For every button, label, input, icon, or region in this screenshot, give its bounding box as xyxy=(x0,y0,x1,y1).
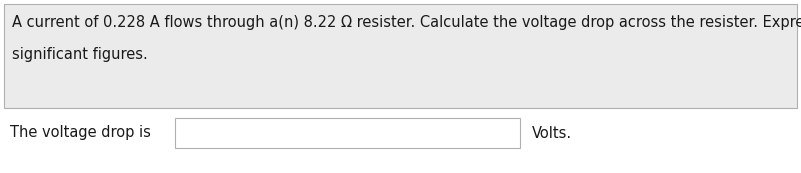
Text: A current of 0.228 A flows through a(n) 8.22 Ω resister. Calculate the voltage d: A current of 0.228 A flows through a(n) … xyxy=(12,15,801,30)
Text: Volts.: Volts. xyxy=(532,125,572,140)
Text: The voltage drop is: The voltage drop is xyxy=(10,125,151,140)
Text: significant figures.: significant figures. xyxy=(12,47,147,61)
FancyBboxPatch shape xyxy=(4,4,797,108)
FancyBboxPatch shape xyxy=(175,118,520,148)
